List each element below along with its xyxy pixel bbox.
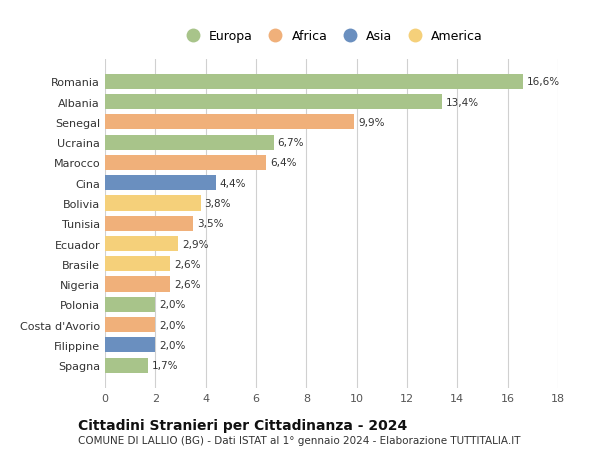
Bar <box>105 277 170 292</box>
Text: 6,7%: 6,7% <box>277 138 304 148</box>
Text: 2,0%: 2,0% <box>159 300 185 310</box>
Legend: Europa, Africa, Asia, America: Europa, Africa, Asia, America <box>176 27 487 47</box>
Bar <box>105 257 170 272</box>
Text: 4,4%: 4,4% <box>220 178 246 188</box>
Text: 2,9%: 2,9% <box>182 239 208 249</box>
Bar <box>105 297 155 312</box>
Text: 16,6%: 16,6% <box>527 77 560 87</box>
Bar <box>105 115 354 130</box>
Bar <box>105 176 216 191</box>
Text: 2,6%: 2,6% <box>174 259 201 269</box>
Bar <box>105 317 155 332</box>
Bar <box>105 358 148 373</box>
Bar <box>105 337 155 353</box>
Bar <box>105 236 178 252</box>
Text: 1,7%: 1,7% <box>152 360 178 370</box>
Text: 2,0%: 2,0% <box>159 340 185 350</box>
Bar <box>105 95 442 110</box>
Bar <box>105 216 193 231</box>
Bar <box>105 135 274 151</box>
Text: 3,5%: 3,5% <box>197 219 223 229</box>
Text: COMUNE DI LALLIO (BG) - Dati ISTAT al 1° gennaio 2024 - Elaborazione TUTTITALIA.: COMUNE DI LALLIO (BG) - Dati ISTAT al 1°… <box>78 435 521 445</box>
Bar <box>105 196 200 211</box>
Text: 6,4%: 6,4% <box>270 158 296 168</box>
Text: 2,0%: 2,0% <box>159 320 185 330</box>
Text: 3,8%: 3,8% <box>205 199 231 208</box>
Text: Cittadini Stranieri per Cittadinanza - 2024: Cittadini Stranieri per Cittadinanza - 2… <box>78 418 407 431</box>
Text: 13,4%: 13,4% <box>446 97 479 107</box>
Bar <box>105 156 266 171</box>
Bar <box>105 75 523 90</box>
Text: 9,9%: 9,9% <box>358 118 385 128</box>
Text: 2,6%: 2,6% <box>174 280 201 290</box>
